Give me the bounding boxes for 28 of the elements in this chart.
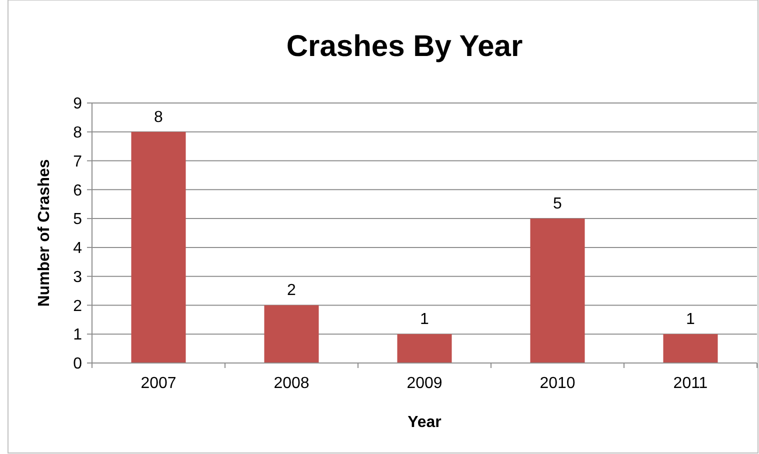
x-tick-label: 2009 (406, 375, 442, 392)
bar (530, 218, 585, 363)
y-tick-label: 6 (73, 182, 82, 200)
data-label: 1 (686, 311, 696, 328)
bar (397, 334, 452, 363)
y-tick-label: 3 (73, 268, 82, 286)
bar (264, 305, 319, 363)
x-axis-title: Year (408, 414, 442, 431)
y-tick-label: 4 (73, 240, 82, 258)
x-tick-label: 2011 (673, 375, 708, 392)
y-tick-label: 9 (73, 96, 82, 113)
data-label: 2 (287, 282, 296, 300)
x-tick-label: 2008 (274, 375, 310, 392)
data-label: 8 (154, 108, 164, 126)
y-tick-label: 7 (73, 153, 82, 170)
bar (131, 132, 186, 363)
x-tick-label: 2007 (140, 375, 176, 392)
chart-title: Crashes By Year (286, 30, 523, 63)
bar (663, 334, 718, 363)
data-label: 5 (553, 196, 562, 213)
y-tick-label: 5 (73, 211, 82, 228)
y-tick-label: 1 (73, 326, 82, 344)
y-tick-label: 8 (73, 124, 82, 142)
y-axis-title: Number of Crashes (36, 159, 53, 307)
data-label: 1 (420, 311, 430, 328)
y-tick-label: 2 (73, 298, 82, 315)
y-tick-label: 0 (73, 356, 82, 373)
x-tick-label: 2010 (540, 375, 576, 392)
